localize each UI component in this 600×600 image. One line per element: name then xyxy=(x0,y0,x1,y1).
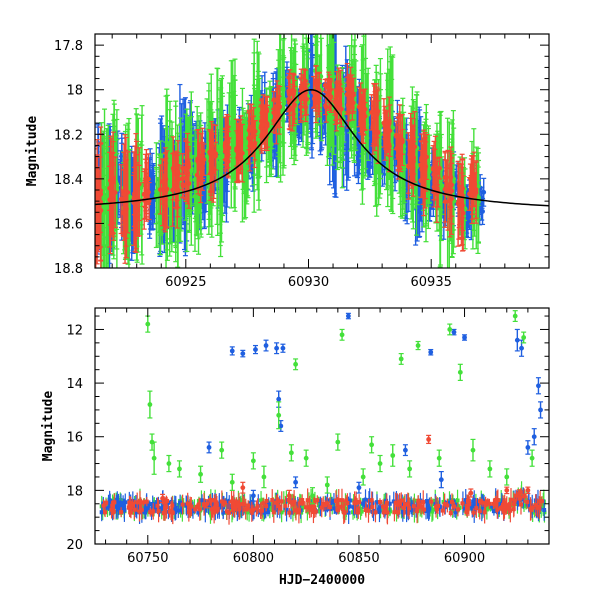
data-point xyxy=(123,195,129,201)
data-point xyxy=(346,104,352,110)
data-point xyxy=(109,198,114,204)
data-point xyxy=(249,126,255,132)
data-point xyxy=(95,199,100,205)
data-point xyxy=(259,110,265,116)
data-point xyxy=(298,84,304,90)
data-point xyxy=(286,96,292,102)
data-point xyxy=(323,103,328,108)
data-point xyxy=(175,169,181,175)
top-panel: 60925 60930 6093517.81818.218.418.618.8Mag… xyxy=(25,33,550,290)
data-point xyxy=(197,154,202,160)
data-point xyxy=(186,161,191,167)
data-point xyxy=(264,123,270,129)
data-point xyxy=(465,222,471,228)
data-point xyxy=(144,175,150,181)
data-point xyxy=(479,195,485,201)
data-point xyxy=(271,97,277,103)
data-point xyxy=(133,206,139,211)
data-point xyxy=(356,104,362,110)
data-point xyxy=(174,181,180,187)
data-point xyxy=(313,100,319,106)
data-point xyxy=(382,132,388,138)
data-point xyxy=(200,165,205,171)
data-point xyxy=(242,163,247,169)
data-point xyxy=(386,129,392,135)
data-point xyxy=(162,184,168,190)
data-point xyxy=(230,121,235,127)
data-point xyxy=(336,85,342,91)
data-point xyxy=(338,106,344,112)
data-point xyxy=(369,109,375,115)
data-point xyxy=(131,196,137,202)
data-point xyxy=(222,144,228,150)
data-point xyxy=(198,175,203,181)
data-point xyxy=(361,121,366,126)
data-point xyxy=(157,187,163,192)
data-point xyxy=(180,182,186,188)
data-point xyxy=(374,107,380,113)
data-point xyxy=(208,170,213,176)
data-point xyxy=(170,187,176,193)
data-point xyxy=(225,136,231,142)
plot-area xyxy=(95,34,549,268)
data-point xyxy=(110,190,115,196)
data-point xyxy=(326,91,332,96)
data-point xyxy=(480,209,485,214)
data-point xyxy=(302,79,308,84)
data-point xyxy=(427,166,432,172)
data-point xyxy=(348,79,354,84)
data-point xyxy=(333,99,339,104)
data-point xyxy=(210,150,216,156)
data-point xyxy=(183,175,188,181)
data-point xyxy=(153,193,159,198)
data-point xyxy=(149,189,155,195)
data-point xyxy=(180,166,186,171)
data-point xyxy=(213,153,218,159)
data-point xyxy=(351,92,356,98)
data-point xyxy=(98,191,104,197)
data-point xyxy=(235,149,241,155)
data-point xyxy=(218,146,224,152)
data-point xyxy=(386,143,392,149)
data-point xyxy=(252,141,258,147)
data-point xyxy=(141,192,147,197)
